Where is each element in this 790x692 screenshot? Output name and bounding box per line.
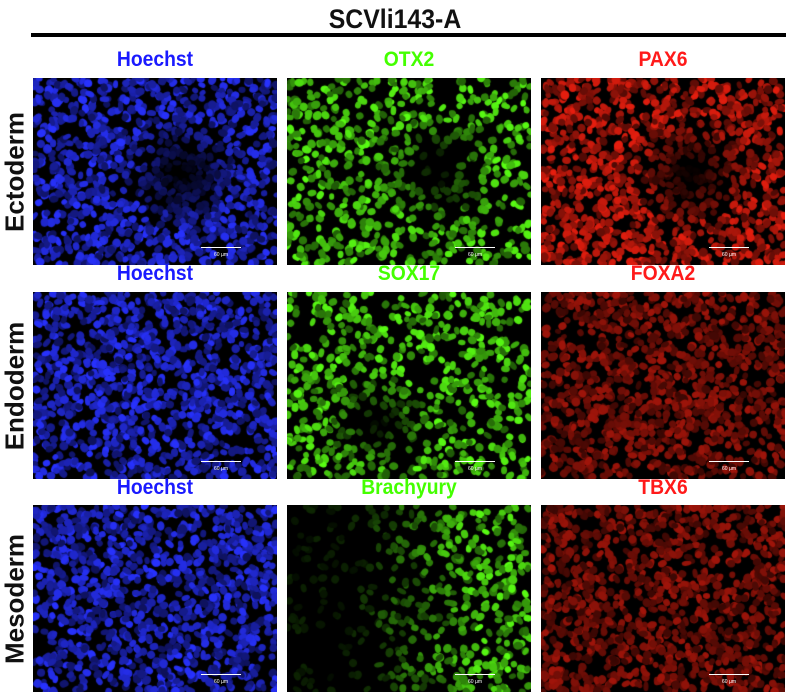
figure-title: SCVli143-A xyxy=(328,4,462,34)
scale-bar xyxy=(455,461,495,462)
marker-label: FOXA2 xyxy=(630,262,696,285)
micrograph-ectoderm-otx2: 60 µm xyxy=(287,78,531,265)
marker-label: SOX17 xyxy=(377,262,441,285)
scale-bar-label: 60 µm xyxy=(214,252,228,258)
micrograph-ectoderm-hoechst: 60 µm xyxy=(33,78,277,265)
scale-bar-label: 60 µm xyxy=(722,252,736,258)
micrograph-mesoderm-tbx6: 60 µm xyxy=(541,505,785,692)
marker-label: OTX2 xyxy=(383,48,435,71)
marker-label: Brachyury xyxy=(361,476,457,499)
row-label-text: Ectoderm xyxy=(0,111,30,232)
marker-label: PAX6 xyxy=(638,48,688,71)
scale-bar xyxy=(201,674,241,675)
scale-bar-label: 60 µm xyxy=(468,466,482,472)
scale-bar xyxy=(201,247,241,248)
marker-label: TBX6 xyxy=(638,476,688,499)
scale-bar xyxy=(709,247,749,248)
title-underline xyxy=(31,33,786,37)
row-label-ectoderm: Ectoderm xyxy=(0,78,30,265)
row-label-text: Endoderm xyxy=(0,321,30,450)
scale-bar xyxy=(201,461,241,462)
scale-bar xyxy=(455,247,495,248)
row-label-endoderm: Endoderm xyxy=(0,292,30,479)
scale-bar-label: 60 µm xyxy=(214,679,228,685)
row-label-mesoderm: Mesoderm xyxy=(0,505,30,692)
scale-bar-label: 60 µm xyxy=(214,466,228,472)
micrograph-endoderm-foxa2: 60 µm xyxy=(541,292,785,479)
micrograph-mesoderm-hoechst: 60 µm xyxy=(33,505,277,692)
micrograph-mesoderm-brachyury: 60 µm xyxy=(287,505,531,692)
marker-label: Hoechst xyxy=(116,48,194,71)
scale-bar xyxy=(709,674,749,675)
scale-bar xyxy=(709,461,749,462)
row-label-text: Mesoderm xyxy=(0,533,30,664)
scale-bar xyxy=(455,674,495,675)
micrograph-ectoderm-pax6: 60 µm xyxy=(541,78,785,265)
scale-bar-label: 60 µm xyxy=(722,466,736,472)
scale-bar-label: 60 µm xyxy=(722,679,736,685)
scale-bar-label: 60 µm xyxy=(468,252,482,258)
scale-bar-label: 60 µm xyxy=(468,679,482,685)
marker-label: Hoechst xyxy=(116,262,194,285)
micrograph-endoderm-hoechst: 60 µm xyxy=(33,292,277,479)
micrograph-endoderm-sox17: 60 µm xyxy=(287,292,531,479)
marker-label: Hoechst xyxy=(116,476,194,499)
